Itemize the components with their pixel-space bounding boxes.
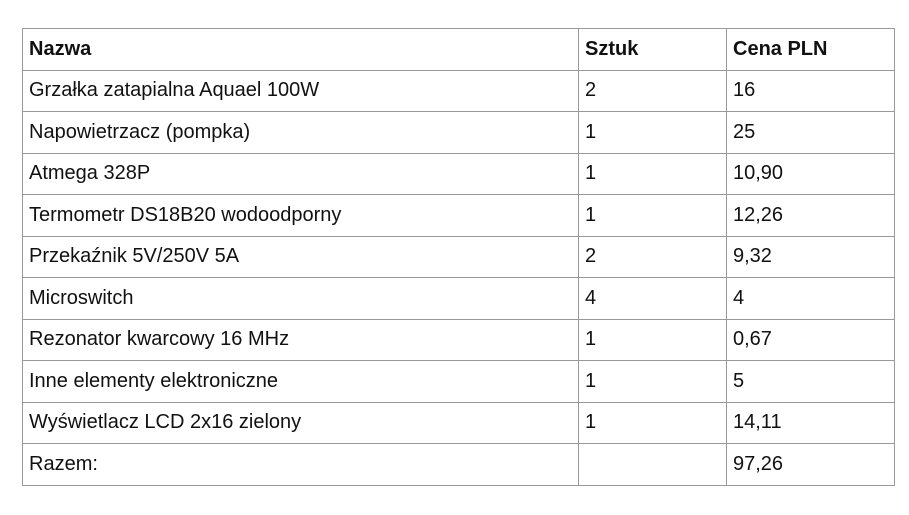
table-row: Rezonator kwarcowy 16 MHz 1 0,67 <box>22 318 895 361</box>
cell-price: 4 <box>726 277 895 320</box>
cell-name: Napowietrzacz (pompka) <box>22 111 579 154</box>
total-label: Razem: <box>22 443 579 486</box>
table-row: Napowietrzacz (pompka) 1 25 <box>22 111 895 154</box>
table-row: Termometr DS18B20 wodoodporny 1 12,26 <box>22 194 895 237</box>
cell-name: Microswitch <box>22 277 579 320</box>
cell-price: 5 <box>726 360 895 403</box>
table-row: Microswitch 4 4 <box>22 277 895 320</box>
table-row: Wyświetlacz LCD 2x16 zielony 1 14,11 <box>22 401 895 444</box>
total-price: 97,26 <box>726 443 895 486</box>
table-row: Przekaźnik 5V/250V 5A 2 9,32 <box>22 235 895 278</box>
cell-quantity: 1 <box>578 318 727 361</box>
cell-price: 12,26 <box>726 194 895 237</box>
cell-quantity: 4 <box>578 277 727 320</box>
table-row: Atmega 328P 1 10,90 <box>22 152 895 195</box>
cell-quantity: 1 <box>578 194 727 237</box>
table-header-row: Nazwa Sztuk Cena PLN <box>22 28 895 71</box>
header-name: Nazwa <box>22 28 579 71</box>
cell-price: 14,11 <box>726 401 895 444</box>
cell-quantity: 2 <box>578 69 727 112</box>
cell-name: Rezonator kwarcowy 16 MHz <box>22 318 579 361</box>
cell-quantity: 2 <box>578 235 727 278</box>
cell-name: Atmega 328P <box>22 152 579 195</box>
header-price: Cena PLN <box>726 28 895 71</box>
cell-price: 25 <box>726 111 895 154</box>
cell-price: 16 <box>726 69 895 112</box>
cell-price: 0,67 <box>726 318 895 361</box>
table-row: Grzałka zatapialna Aquael 100W 2 16 <box>22 69 895 112</box>
cell-name: Termometr DS18B20 wodoodporny <box>22 194 579 237</box>
cell-quantity: 1 <box>578 360 727 403</box>
table-total-row: Razem: 97,26 <box>22 443 895 486</box>
cell-name: Wyświetlacz LCD 2x16 zielony <box>22 401 579 444</box>
header-quantity: Sztuk <box>578 28 727 71</box>
total-quantity <box>578 443 727 486</box>
cell-name: Grzałka zatapialna Aquael 100W <box>22 69 579 112</box>
cell-price: 9,32 <box>726 235 895 278</box>
cell-name: Przekaźnik 5V/250V 5A <box>22 235 579 278</box>
table-row: Inne elementy elektroniczne 1 5 <box>22 360 895 403</box>
parts-cost-table: Nazwa Sztuk Cena PLN Grzałka zatapialna … <box>22 28 895 486</box>
cell-quantity: 1 <box>578 152 727 195</box>
cell-quantity: 1 <box>578 111 727 154</box>
cell-price: 10,90 <box>726 152 895 195</box>
cell-name: Inne elementy elektroniczne <box>22 360 579 403</box>
cell-quantity: 1 <box>578 401 727 444</box>
